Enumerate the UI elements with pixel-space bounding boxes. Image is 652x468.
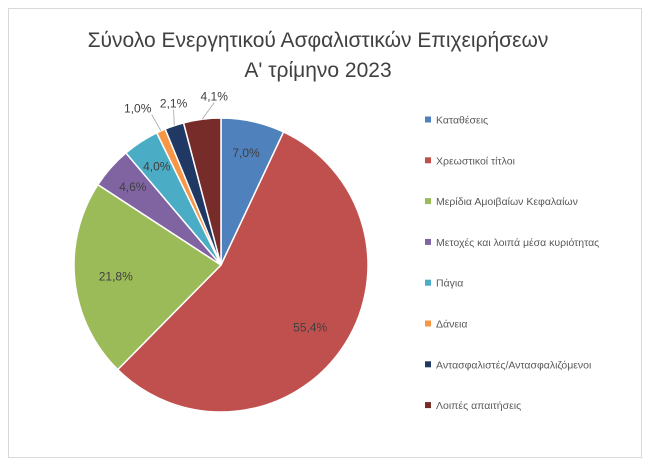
chart-subtitle: Α' τρίμηνο 2023 [244,59,392,82]
legend: Καταθέσεις Χρεωστικοί τίτλοι Μερίδια Αμοιβ… [425,115,599,412]
legend-swatch-4 [425,238,431,245]
chart-title-line1: Σύνολο Ενεργητικού Ασφαλιστικών Επιχειρή… [87,29,549,52]
pie-slice-2 [116,130,369,413]
legend-label-1: Καταθέσεις [436,115,488,127]
legend-swatch-3 [425,198,431,205]
data-label-1: 7,0% [232,146,260,160]
legend-swatch-1 [425,116,431,123]
legend-swatch-2 [425,157,431,164]
data-label-6: 1,0% [124,102,152,116]
data-label-4: 4,6% [119,180,147,194]
data-label-2: 55,4% [293,320,327,334]
leader-lines [151,102,215,132]
legend-swatch-7 [425,361,431,368]
data-label-7: 2,1% [160,97,188,111]
legend-label-2: Χρεωστικοί τίτλοι [436,155,516,167]
pie-slices [73,117,369,413]
pie-slice-8 [182,117,222,266]
legend-swatch-8 [425,402,431,409]
leader-line-7 [173,109,175,126]
legend-label-8: Λοιπές απαιτήσεις [436,400,521,412]
legend-label-7: Αντασφαλιστές/Αντασφαλιζόμενοι [436,359,592,371]
pie-slice-3 [73,183,223,371]
data-label-3: 21,8% [99,269,133,283]
legend-label-3: Μερίδια Αμοιβαίων Κεφαλαίων [436,196,578,208]
leader-line-6 [151,114,162,132]
legend-label-4: Μετοχές και λοιπά μέσα κυριότητας [436,237,599,249]
legend-swatch-5 [425,279,431,286]
data-label-5: 4,0% [143,160,171,174]
data-label-8: 4,1% [201,90,229,104]
legend-label-5: Πάγια [436,278,463,290]
leader-line-8 [201,102,215,120]
legend-label-6: Δάνεια [436,319,467,331]
legend-swatch-6 [425,320,431,327]
data-labels: 7,0% 55,4% 21,8% 4,6% 4,0% 1,0% 2,1% 4,1% [99,90,328,335]
chart-title: Σύνολο Ενεργητικού Ασφαλιστικών Επιχειρή… [0,26,636,86]
